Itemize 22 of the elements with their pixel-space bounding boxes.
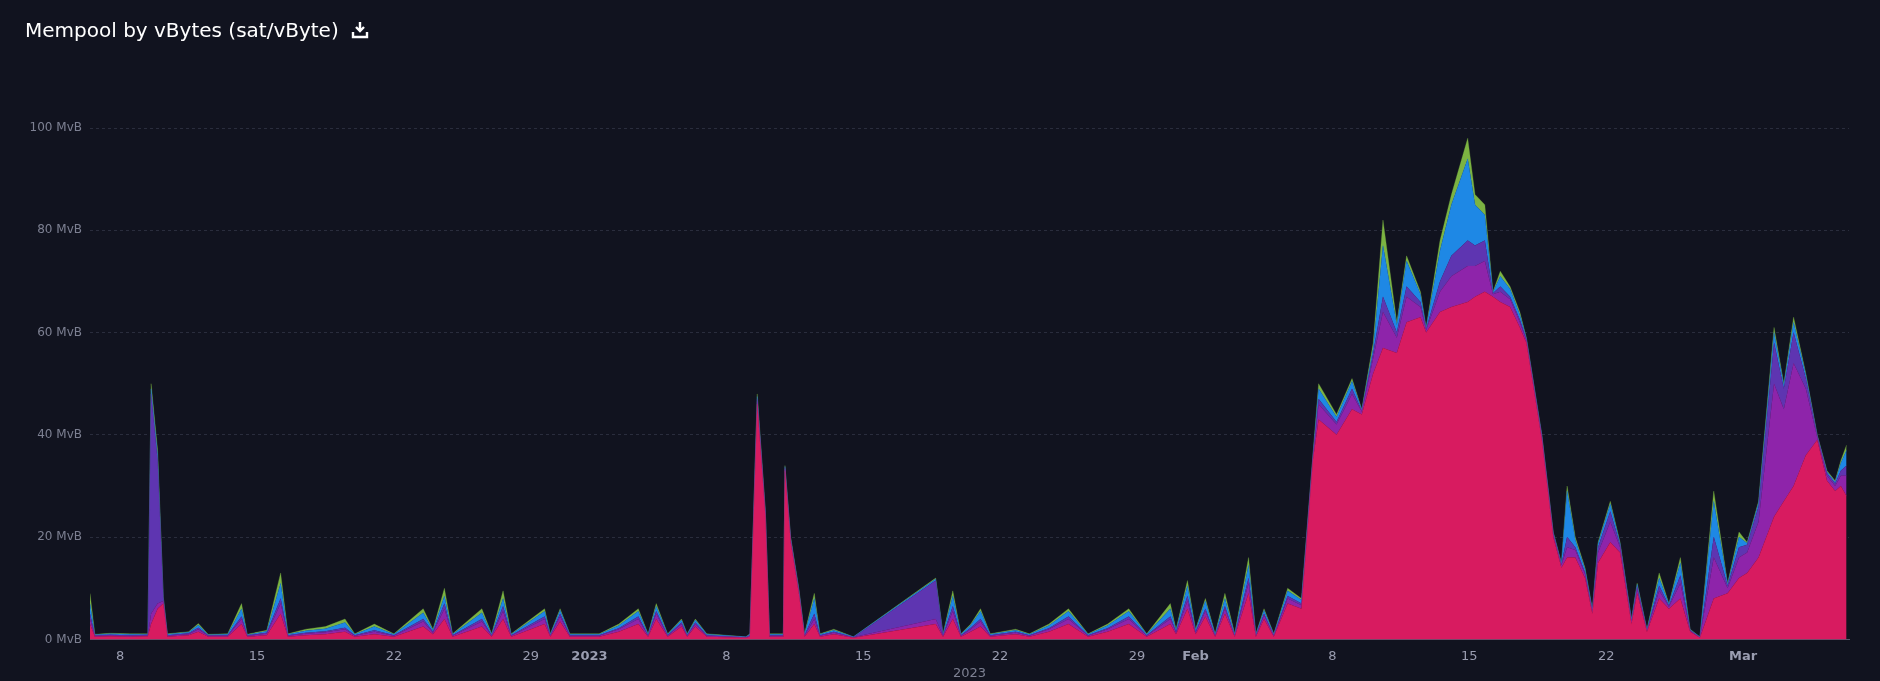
x-tick-label: 15 [248,647,266,663]
chart-title: Mempool by vBytes (sat/vByte) [25,18,339,42]
x-tick-label: 29 [522,647,540,663]
x-tick-label: 2023 [571,647,608,663]
x-tick-label: Mar [1729,647,1758,663]
x-tick-label: 29 [1128,647,1146,663]
x-tick-label: 22 [1597,647,1615,663]
y-tick-label: 0 MvB [44,631,82,646]
y-tick-label: 80 MvB [37,222,82,237]
y-tick-label: 60 MvB [37,324,82,339]
y-tick-label: 100 MvB [29,120,82,135]
x-tick-label: 15 [1461,647,1478,663]
x-tick-label: 8 [722,647,731,663]
x-tick-label: 15 [854,647,872,663]
x-tick-label: 22 [385,647,403,663]
y-tick-label: 20 MvB [37,529,82,544]
x-axis-title: 2023 [952,664,987,680]
x-tick-label: Feb [1182,647,1209,663]
x-tick-label: 8 [1328,647,1337,663]
x-tick-label: 8 [116,647,125,663]
x-tick-label: 22 [991,647,1009,663]
y-tick-label: 40 MvB [37,426,82,441]
